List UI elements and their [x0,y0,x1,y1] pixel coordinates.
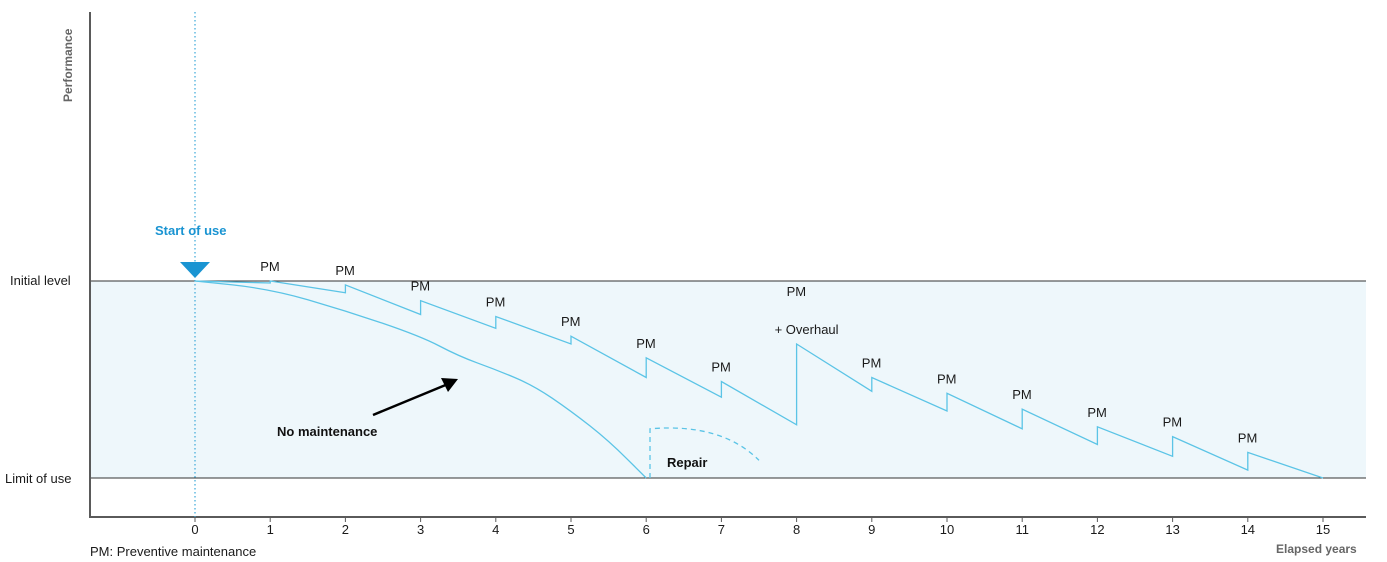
operating-band [90,281,1366,478]
start-of-use-label: Start of use [155,223,227,238]
pm-label: PM [937,371,957,386]
x-tick-label: 0 [191,522,198,537]
curves [194,280,1324,479]
x-ticks: 0 1 2 3 4 5 6 7 8 9 10 11 12 13 14 15 [191,517,1330,537]
no-maintenance-label: No maintenance [277,424,377,439]
no-maintenance-arrow [372,382,449,417]
pm-label: PM [260,259,280,274]
x-tick-label: 5 [567,522,574,537]
initial-level-label: Initial level [10,273,71,288]
x-tick-label: 12 [1090,522,1104,537]
x-tick-label: 11 [1015,522,1029,537]
no-maintenance-curve [194,280,647,479]
x-tick-label: 10 [940,522,954,537]
overhaul-label: + Overhaul [775,322,839,337]
pm-label: PM [1012,387,1031,402]
x-tick-label: 14 [1241,522,1255,537]
pm-label: PM [1087,405,1107,420]
x-tick-label: 7 [718,522,725,537]
pm-label: PM [335,263,355,278]
x-tick-label: 1 [267,522,274,537]
pm-label: PM [486,294,506,309]
x-tick-label: 3 [417,522,424,537]
start-of-use-marker [180,262,210,278]
x-tick-label: 13 [1165,522,1179,537]
pm-label: PM [787,284,807,299]
pm-labels: PM PM PM PM PM PM PM PM PM PM PM PM PM PM [260,259,1257,445]
pm-label: PM [411,279,431,294]
arrowhead [441,378,458,392]
pm-sawtooth-curve [194,280,1324,479]
x-tick-label: 2 [342,522,349,537]
x-axis-title: Elapsed years [1276,542,1357,556]
pm-label: PM [711,359,731,374]
repair-curve [649,427,760,478]
pm-label: PM [1238,430,1258,445]
x-tick-label: 9 [868,522,875,537]
footnote: PM: Preventive maintenance [90,544,256,559]
repair-label: Repair [667,455,707,470]
y-axis-title: Performance [61,28,75,102]
x-tick-label: 8 [793,522,800,537]
pm-label: PM [636,336,656,351]
x-tick-label: 4 [492,522,499,537]
x-tick-label: 15 [1316,522,1330,537]
x-tick-label: 6 [643,522,650,537]
pm-label: PM [561,314,581,329]
pm-label: PM [1163,415,1183,430]
limit-of-use-label: Limit of use [5,471,71,486]
pm-label: PM [862,356,882,371]
